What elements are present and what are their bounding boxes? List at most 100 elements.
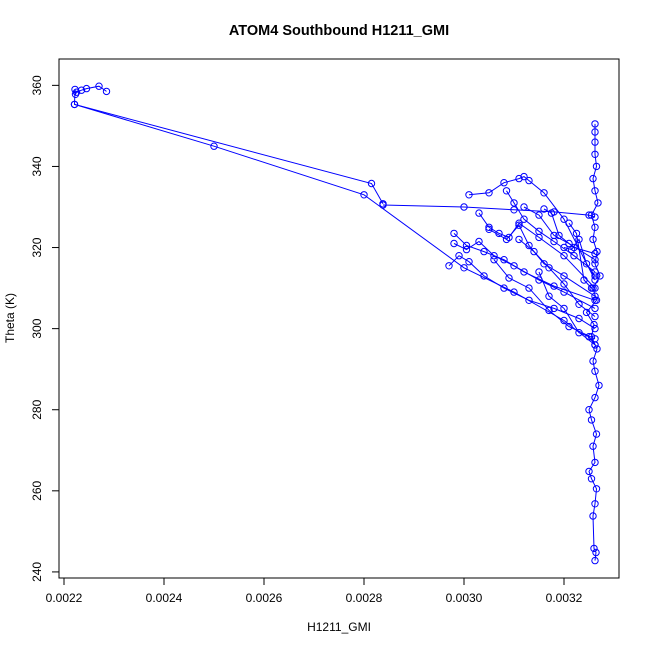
data-point [582, 260, 591, 268]
data-point [570, 243, 578, 252]
data-point [589, 235, 597, 244]
data-point [591, 272, 599, 280]
data-point [71, 90, 80, 99]
data-point [525, 176, 533, 185]
x-tick-label: 0.0032 [546, 591, 583, 605]
chart-title: ATOM4 Southbound H1211_GMI [229, 23, 449, 39]
data-point [510, 206, 518, 214]
data-point [540, 189, 548, 197]
y-tick-label: 340 [30, 156, 44, 176]
data-point [565, 219, 573, 227]
data-point [591, 260, 599, 268]
data-series [485, 221, 599, 300]
data-point [520, 172, 528, 181]
data-point [594, 199, 602, 207]
data-point [520, 215, 528, 223]
data-series [565, 219, 596, 292]
data-point [591, 292, 599, 300]
data-point [510, 262, 518, 270]
data-point [575, 314, 583, 323]
data-point [591, 128, 599, 136]
data-point [585, 333, 593, 341]
data-point [95, 82, 103, 90]
data-series [450, 229, 599, 304]
data-point [595, 381, 603, 390]
series-line [488, 224, 596, 297]
data-point [475, 237, 483, 246]
data-point [591, 341, 599, 349]
series-line [468, 176, 596, 281]
series-line [493, 259, 596, 340]
data-point [591, 393, 599, 402]
data-point [550, 231, 558, 240]
data-point [545, 292, 553, 300]
data-point [591, 284, 599, 292]
data-point [210, 142, 218, 150]
data-series [560, 235, 599, 280]
x-tick-label: 0.0028 [346, 591, 383, 605]
data-point [510, 288, 518, 296]
data-point [475, 209, 483, 217]
data-point [545, 264, 553, 272]
data-point [540, 260, 548, 268]
data-point [102, 87, 111, 96]
data-point [460, 264, 468, 272]
data-series [540, 205, 599, 258]
data-point [462, 245, 471, 254]
x-axis-label: H1211_GMI [307, 620, 371, 634]
data-point [591, 276, 599, 284]
data-point [589, 442, 597, 450]
data-point [587, 475, 596, 483]
data-point [567, 245, 576, 254]
data-point [560, 280, 568, 288]
data-point [490, 256, 498, 264]
data-point [445, 262, 453, 270]
data-point [591, 223, 599, 232]
y-tick-label: 300 [30, 318, 44, 338]
data-point [591, 213, 599, 221]
data-point [591, 120, 599, 128]
series-line [74, 103, 596, 346]
data-point [515, 221, 523, 229]
data-point [540, 205, 548, 213]
data-point [515, 219, 523, 227]
data-point [560, 288, 568, 296]
data-point [560, 252, 568, 260]
data-point [591, 367, 599, 375]
y-tick-label: 260 [30, 480, 44, 500]
data-series [535, 268, 599, 349]
data-point [505, 233, 513, 242]
data-point [450, 229, 458, 238]
data-point [591, 150, 599, 159]
data-point [465, 258, 473, 266]
data-point [591, 324, 599, 333]
data-point [502, 187, 511, 195]
y-tick-label: 240 [30, 562, 44, 582]
data-point [592, 430, 601, 438]
data-point [572, 229, 581, 238]
data-point [565, 322, 573, 331]
data-point [591, 500, 599, 508]
y-axis-label: Theta (K) [3, 293, 17, 343]
data-point [455, 252, 463, 260]
x-axis: 0.0022 0.0024 0.0026 0.0028 0.0030 0.0032 [46, 577, 583, 605]
data-point [535, 211, 543, 219]
data-point [590, 544, 598, 553]
x-tick-label: 0.0030 [446, 591, 483, 605]
series-line [73, 85, 384, 205]
data-point [575, 235, 583, 244]
y-tick-label: 280 [30, 399, 44, 419]
y-tick-label: 320 [30, 237, 44, 257]
data-point [591, 556, 599, 565]
data-point [502, 235, 511, 244]
data-point [480, 272, 488, 280]
data-point [360, 191, 368, 199]
data-point [596, 272, 604, 280]
data-point [575, 300, 583, 308]
data-point [591, 296, 599, 304]
data-point [505, 274, 513, 282]
data-point [550, 282, 558, 290]
data-point [535, 268, 543, 276]
data-point [480, 247, 488, 256]
